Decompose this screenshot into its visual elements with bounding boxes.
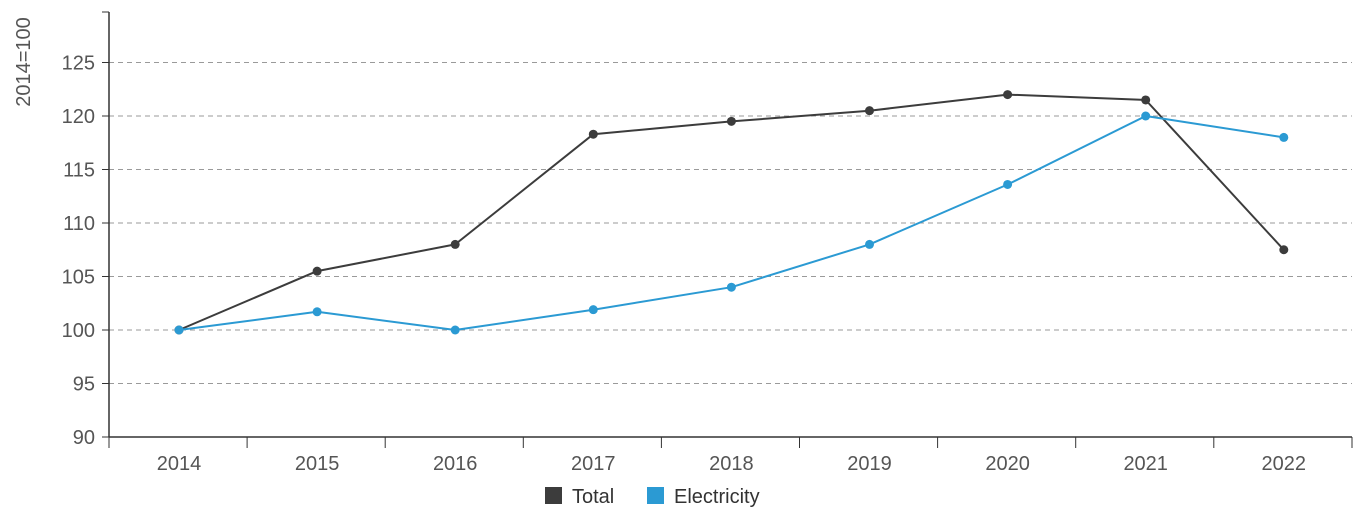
data-point-electricity: [1003, 179, 1013, 189]
y-tick-label: 115: [63, 160, 95, 182]
x-tick-label: 2020: [985, 453, 1030, 475]
legend-label-total: Total: [572, 486, 614, 508]
data-point-electricity: [588, 305, 598, 315]
y-tick-label: 110: [63, 213, 95, 235]
y-tick-label: 125: [62, 53, 95, 75]
data-point-electricity: [312, 307, 322, 317]
data-point-total: [865, 106, 874, 116]
data-point-electricity: [726, 282, 736, 292]
legend: Total Electricity: [545, 486, 760, 508]
data-point-total: [1141, 95, 1151, 105]
gridlines: [109, 62, 1352, 384]
axes: [102, 11, 1353, 448]
data-point-total: [1279, 245, 1289, 255]
data-point-electricity: [450, 325, 460, 335]
x-tick-label: 2022: [1262, 453, 1307, 475]
legend-swatch-total: [545, 487, 562, 504]
y-axis-label: 2014=100: [13, 17, 35, 107]
data-point-total: [312, 266, 322, 276]
tick-labels: 90 95 100 105 110 115 120 125 2014 2015 2016 2017 20…: [62, 53, 1306, 476]
data-point-electricity: [865, 239, 874, 249]
data-point-electricity: [1279, 132, 1289, 142]
data-point-total: [588, 129, 598, 139]
y-tick-label: 95: [73, 374, 95, 396]
data-point-electricity: [1141, 111, 1151, 121]
x-tick-label: 2018: [709, 453, 754, 475]
y-tick-label: 105: [62, 267, 95, 289]
x-tick-label: 2016: [433, 453, 478, 475]
x-tick-label: 2019: [847, 453, 892, 475]
x-tick-label: 2014: [157, 453, 202, 475]
legend-label-electricity: Electricity: [674, 486, 760, 508]
legend-swatch-electricity: [647, 487, 664, 504]
x-tick-label: 2015: [295, 453, 340, 475]
series-lines: [174, 90, 1289, 335]
y-tick-label: 90: [73, 427, 95, 449]
x-tick-label: 2017: [571, 453, 616, 475]
y-tick-label: 100: [62, 320, 95, 342]
data-point-total: [450, 239, 460, 249]
data-point-total: [726, 116, 736, 126]
data-point-electricity: [174, 325, 184, 335]
x-tick-label: 2021: [1123, 453, 1168, 475]
data-point-total: [1003, 90, 1013, 100]
y-tick-label: 120: [62, 106, 95, 128]
